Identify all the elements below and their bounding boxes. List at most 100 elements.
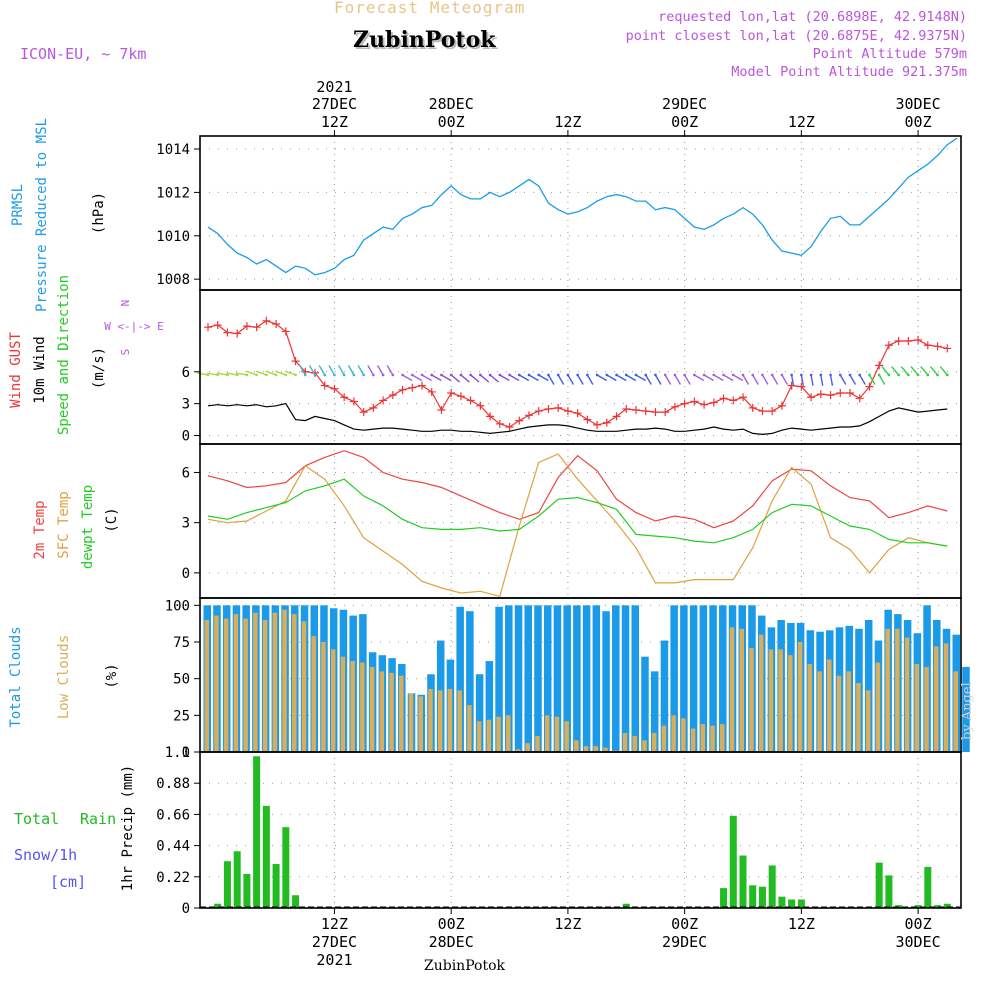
sfc-temp-label: SFC Temp [56,491,72,558]
wind-barb-head [926,373,930,377]
axis-ticks [194,130,919,914]
y-tick-label: 3 [182,397,190,413]
low-cloud-bar [476,721,482,752]
wind-barb [246,370,257,376]
gust-marker [894,336,903,345]
wind-barb [674,374,682,385]
gust-marker [281,327,290,336]
precip-bar [253,756,261,908]
y-tick-label: 0.44 [156,839,190,855]
total-cloud-bar [553,605,562,752]
wind-gust-label: Wind GUST [8,332,24,408]
gust-marker [379,396,388,405]
low-cloud-bar [681,718,686,752]
x-day-label-bottom: 28DEC [429,933,474,951]
wind-barb-head [712,373,716,377]
precip-bar [875,862,883,908]
wind-barb-head [819,373,823,377]
low-cloud-bar [768,649,774,752]
wind-barb [645,374,652,385]
gust-marker [826,391,835,400]
gust-marker [388,391,397,400]
wind-barb-head [362,373,365,377]
wind-barb-head [663,373,667,377]
gust-marker [291,357,300,366]
low-cloud-bar [642,740,647,752]
wind-barb [567,374,575,385]
low-cloud-bar [437,690,443,752]
wind-barb-head [517,373,521,377]
low-cloud-bar [914,664,920,752]
wind-barb-head [294,373,297,377]
wind-barb [318,365,326,376]
precip-bar [768,865,776,908]
wind-barb [367,365,374,376]
gust-marker [855,394,864,403]
gust-marker [914,335,923,344]
wind-barb-head [897,373,900,377]
x-day-label-top: 29DEC [662,95,707,113]
gust-marker [573,409,582,418]
precip-bar [729,815,737,908]
wind-barb [694,374,705,382]
x-hour-label-top: 12Z [321,113,348,131]
wind-barb-head [547,373,550,377]
total-cloud-bar [719,605,727,752]
gust-marker [777,401,786,410]
wind-barb-head [206,373,210,377]
low-cloud-bar [720,724,725,752]
wind-barb-head [877,373,881,377]
low-cloud-bar [583,746,589,752]
total-cloud-bar [514,605,523,752]
gust-marker [330,384,339,393]
x-hour-label-bottom: 12Z [321,915,348,933]
precip-bar [788,899,796,908]
x-hour-label-top: 00Z [671,113,698,131]
dewpt-temp-label: dewpt Temp [80,485,96,569]
wind-speed-line [207,402,948,436]
low-cloud-bar [846,671,851,752]
y-tick-label: 50 [173,672,190,688]
gust-marker [359,408,368,417]
x-day-label-bottom: 27DEC [312,933,357,951]
gust-marker [670,402,679,411]
wind-barb-head [770,373,774,377]
wind-barb-head [887,373,891,377]
total-cloud-bar [660,640,669,752]
wind-barb-head [644,373,648,377]
y-tick-label: 1014 [156,142,190,158]
gust-marker [456,392,465,401]
low-clouds-label: Low Clouds [56,635,72,719]
gust-marker [904,336,913,345]
low-cloud-bar [778,649,783,752]
precip-bar [934,905,942,908]
wind-barb [771,374,779,385]
x-hour-label-bottom: 12Z [788,915,815,933]
wind-barb-head [333,373,336,377]
precip-bar [739,855,747,908]
wind-barb [752,374,759,385]
wind-barb-head [498,373,502,377]
wind-barb-head [615,373,618,377]
gust-marker [836,389,845,398]
wind-barb-head [430,373,434,377]
low-cloud-bar [272,612,278,752]
panel-frame-precip [199,751,962,909]
wind-barb-head [508,373,511,377]
low-cloud-bar [506,715,511,752]
y-tick-label: 0.22 [156,870,190,886]
total-cloud-bar [495,606,503,752]
gust-marker [466,396,475,405]
wind-barb-head [537,373,541,377]
wind-barb [732,374,744,382]
x-hour-label-bottom: 00Z [671,915,698,933]
wind-barb [881,366,890,376]
precip-bar [272,864,280,908]
wind-barb-head [858,373,862,377]
gust-marker [729,396,738,405]
wind-barb-head [624,373,628,377]
gust-marker [632,406,640,415]
wind-barb-head [576,373,579,377]
gust-marker [816,390,825,399]
gust-marker [563,407,572,416]
